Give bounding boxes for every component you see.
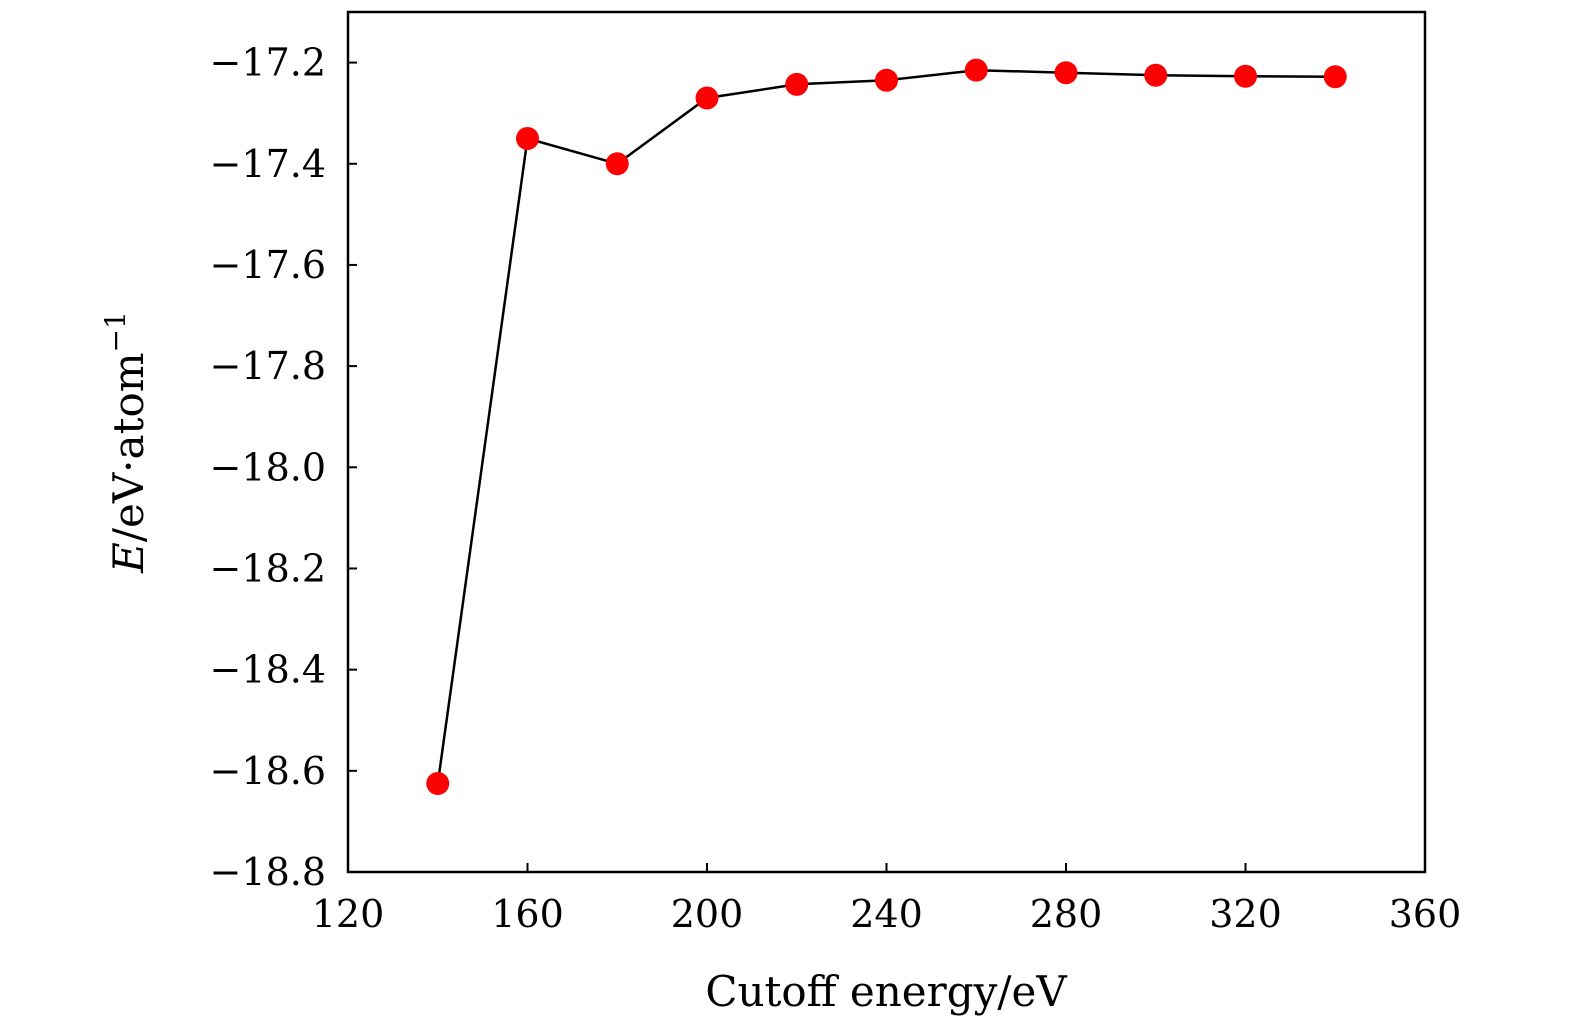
y-tick-label: −18.8: [210, 850, 326, 894]
data-point: [605, 152, 629, 176]
data-point: [1323, 65, 1347, 89]
y-axis-ticks: −18.8 −18.6 −18.4 −18.2 −18.0 −17.8 −17.6 −17.4…: [210, 41, 357, 894]
data-point: [516, 126, 539, 150]
data-point: [695, 86, 719, 110]
data-point: [426, 771, 450, 795]
y-tick-label: −18.4: [210, 648, 326, 692]
series-line: [436, 68, 1336, 784]
y-axis-symbol: E: [104, 542, 153, 574]
y-tick-label: −17.6: [210, 243, 326, 287]
x-tick-label: 280: [1030, 892, 1103, 936]
x-tick-label: 320: [1209, 892, 1282, 936]
x-axis-ticks: 120 160 200 240 280 320 360: [312, 863, 1462, 936]
x-tick-label: 360: [1389, 892, 1462, 936]
data-point: [964, 58, 988, 82]
y-axis-exponent: −1: [99, 311, 132, 352]
x-tick-label: 160: [491, 892, 564, 936]
y-axis-label: E/eV·atom−1: [99, 311, 153, 574]
x-tick-label: 120: [312, 892, 385, 936]
data-point: [785, 72, 809, 96]
x-tick-label: 200: [671, 892, 744, 936]
y-tick-label: −18.2: [210, 546, 326, 590]
y-tick-label: −18.0: [210, 445, 326, 489]
y-axis-unit: /eV·atom: [104, 352, 153, 542]
data-point: [875, 68, 898, 92]
data-point: [1144, 63, 1168, 87]
x-tick-label: 240: [850, 892, 923, 936]
y-tick-label: −17.2: [210, 41, 326, 85]
y-tick-label: −17.8: [210, 344, 326, 388]
x-axis-label: Cutoff energy/eV: [705, 967, 1067, 1016]
y-tick-label: −17.4: [210, 142, 326, 186]
y-tick-label: −18.6: [210, 749, 326, 793]
plot-frame: [346, 10, 1427, 874]
data-point: [1234, 64, 1257, 88]
series-layer: [426, 58, 1347, 795]
data-point: [1054, 61, 1078, 85]
